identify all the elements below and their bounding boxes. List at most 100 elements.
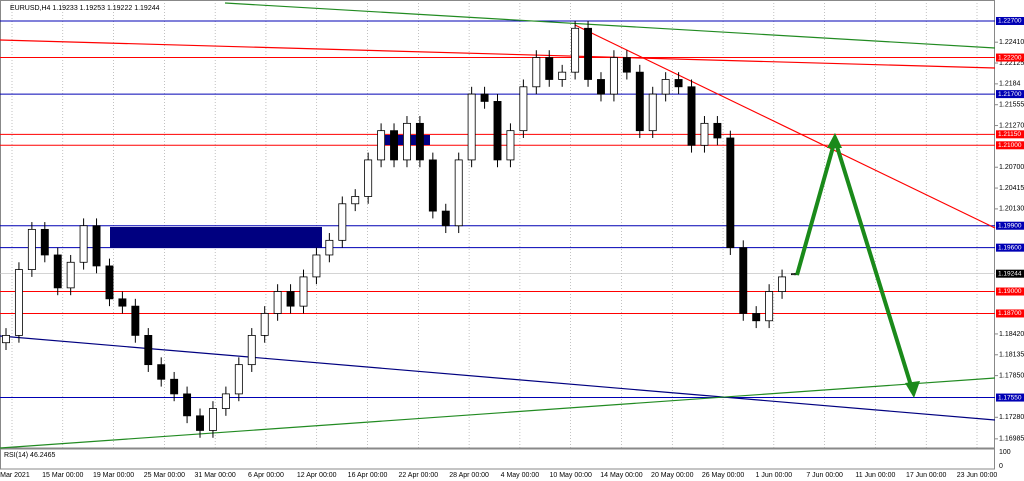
level-label: 1.19600: [998, 244, 1022, 251]
x-tick-label: 20 May 00:00: [651, 472, 694, 479]
body: [247, 334, 256, 366]
x-tick-label: 19 Mar 00:00: [93, 472, 134, 479]
x-tick-label: 10 May 00:00: [549, 472, 592, 479]
body: [480, 93, 489, 102]
level-label: 1.21000: [998, 142, 1022, 149]
low: 1.19222: [107, 5, 132, 12]
body: [196, 415, 204, 431]
current-price-tag: [996, 269, 1024, 278]
x-tick-label: 25 Mar 00:00: [144, 472, 185, 479]
x-tick-label: 16 Apr 00:00: [348, 472, 388, 479]
body: [157, 364, 166, 380]
symbol: EURUSD,H4: [10, 5, 51, 12]
body: [53, 254, 62, 289]
y-tick-label: 1.18420: [999, 331, 1024, 338]
body: [635, 71, 644, 132]
body: [700, 122, 709, 146]
body: [131, 305, 140, 336]
body: [467, 93, 476, 161]
x-tick-label: 4 May 00:00: [501, 472, 540, 479]
body: [390, 130, 398, 161]
level-tag: [996, 309, 1024, 318]
high: 1.19253: [80, 5, 105, 12]
body: [351, 196, 360, 205]
level-tag: [996, 393, 1024, 402]
drawings: [0, 2, 996, 449]
level-tag: [996, 90, 1024, 99]
x-tick-label: 9 Mar 2021: [0, 472, 30, 479]
symbol-label: EURUSD,H4 1.19233 1.19253 1.19222 1.1924…: [10, 5, 160, 12]
body: [778, 276, 787, 292]
y-tick-label: 1.2184: [999, 81, 1021, 88]
level-tag: [996, 130, 1024, 139]
body: [377, 130, 386, 161]
x-tick-label: 1 Jun 00:00: [756, 472, 793, 479]
level-label: 1.22700: [998, 18, 1022, 25]
body: [105, 265, 114, 300]
level-label: 1.19000: [998, 288, 1022, 295]
arrow-head: [827, 133, 842, 148]
y-tick-label: 1.21270: [999, 122, 1024, 129]
level-tag: [996, 243, 1024, 252]
body: [260, 313, 269, 336]
body: [493, 101, 502, 161]
body: [299, 276, 308, 307]
body: [687, 86, 696, 146]
body: [144, 334, 153, 366]
body: [325, 239, 334, 256]
body: [118, 298, 127, 307]
body: [609, 57, 618, 95]
x-tick-label: 22 Apr 00:00: [398, 472, 438, 479]
x-tick-label: 11 Jun 00:00: [855, 472, 895, 479]
arrows: [795, 132, 920, 398]
body: [532, 57, 541, 88]
body: [79, 225, 88, 263]
body: [170, 378, 179, 395]
y-tick-label: 1.22125: [999, 60, 1024, 67]
body: [14, 269, 23, 336]
body: [584, 27, 593, 80]
body: [713, 122, 722, 139]
rsi-tick: 0: [999, 463, 1003, 470]
level-label: 1.17550: [998, 394, 1022, 401]
body: [403, 122, 411, 161]
trendline: [224, 2, 996, 49]
plot-frame: [0, 0, 995, 449]
candles: [2, 20, 799, 438]
level-tag: [996, 221, 1024, 230]
rsi-label: RSI(14) 46.2465: [4, 452, 55, 459]
body: [506, 130, 515, 161]
body: [273, 291, 282, 314]
level-tag: [996, 16, 1024, 25]
body: [571, 27, 580, 73]
arrow-head: [905, 381, 920, 398]
body: [364, 159, 373, 197]
level-label: 1.18700: [998, 310, 1022, 317]
body: [2, 334, 10, 344]
x-tick-label: 26 May 00:00: [702, 472, 745, 479]
zone: [110, 227, 322, 248]
body: [92, 225, 101, 267]
body: [27, 228, 36, 270]
body: [208, 408, 217, 431]
body: [765, 291, 774, 322]
body: [454, 159, 463, 227]
level-label: 1.21150: [998, 131, 1021, 138]
y-tick-label: 1.20130: [999, 206, 1024, 213]
y-tick-label: 1.20415: [999, 185, 1024, 192]
body: [234, 364, 243, 395]
body: [648, 93, 657, 132]
body: [752, 313, 761, 322]
x-tick-label: 7 Jun 00:00: [806, 472, 843, 479]
level-label: 1.22200: [998, 54, 1022, 61]
level-label: 1.19900: [998, 222, 1022, 229]
x-tick-label: 6 Apr 00:00: [248, 472, 284, 479]
x-tick-label: 12 Apr 00:00: [297, 472, 337, 479]
body: [674, 79, 683, 88]
body: [428, 159, 437, 212]
body: [558, 71, 567, 80]
level-label: 1.21700: [998, 91, 1022, 98]
y-tick-label: 1.18135: [999, 352, 1024, 359]
